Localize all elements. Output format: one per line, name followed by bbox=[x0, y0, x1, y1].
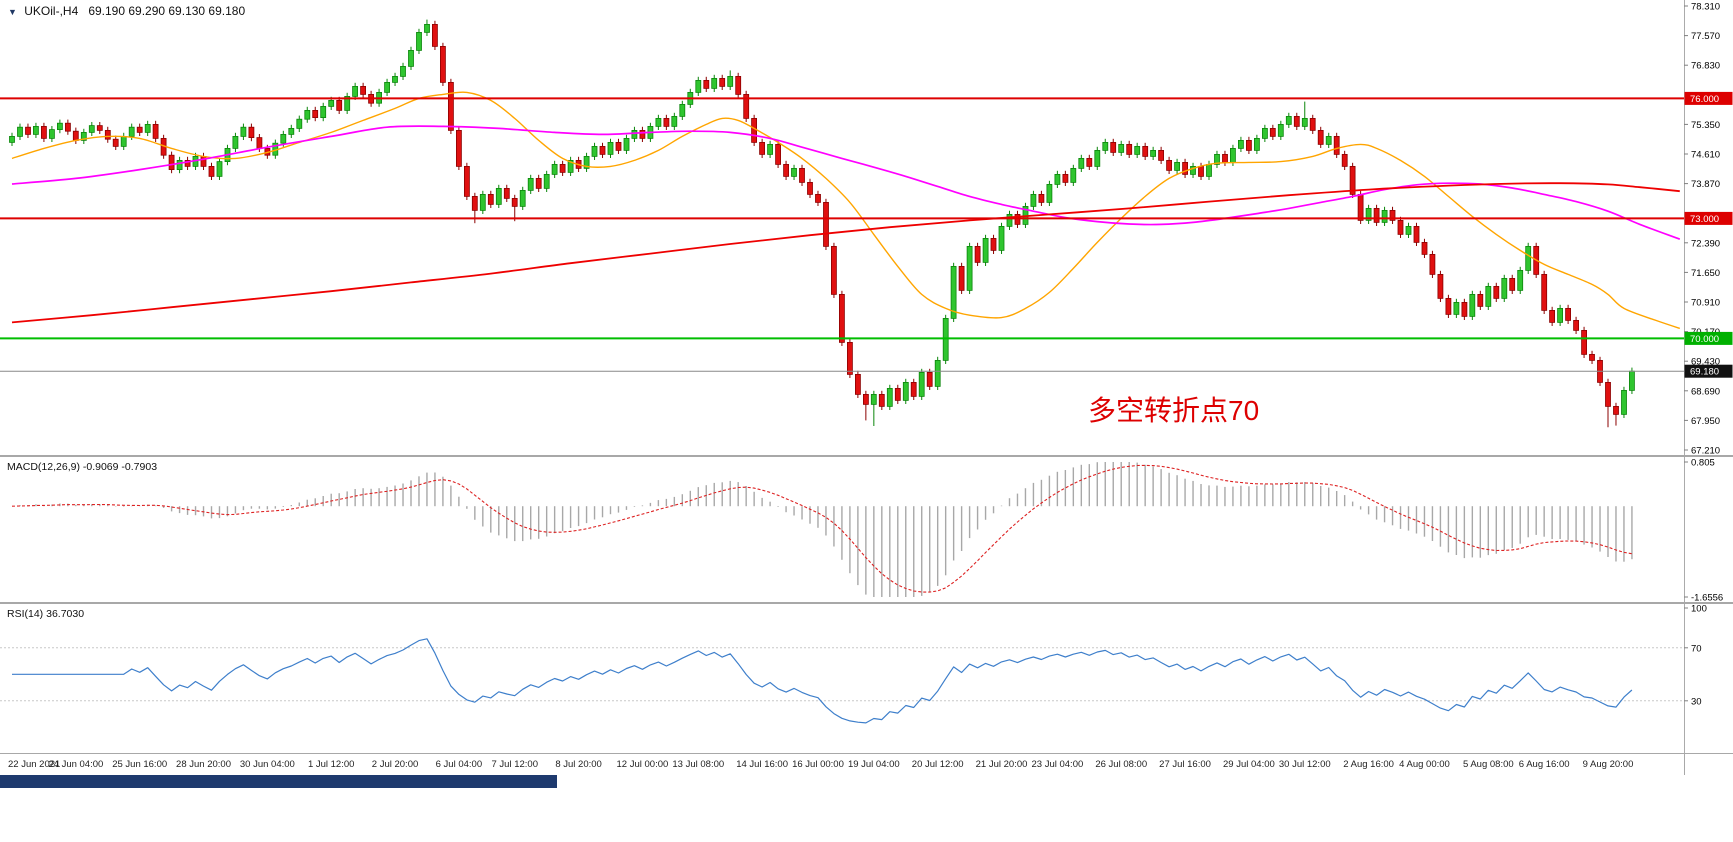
svg-text:67.950: 67.950 bbox=[1691, 416, 1720, 427]
time-label: 1 Jul 12:00 bbox=[307, 759, 355, 770]
time-label: 25 Jun 16:00 bbox=[112, 759, 168, 770]
macd-signal-value: -0.7903 bbox=[121, 461, 158, 473]
svg-text:71.650: 71.650 bbox=[1691, 268, 1720, 279]
svg-text:100: 100 bbox=[1691, 604, 1707, 615]
svg-text:67.210: 67.210 bbox=[1691, 446, 1720, 456]
price-badge-76.000 bbox=[1684, 91, 1733, 105]
svg-text:75.350: 75.350 bbox=[1691, 120, 1720, 131]
time-label: 28 Jun 20:00 bbox=[176, 759, 231, 770]
svg-text:70.000: 70.000 bbox=[1690, 334, 1719, 345]
rsi-panel[interactable]: RSI(14) 36.7030 100 70 30 bbox=[0, 602, 1733, 753]
candlesticks bbox=[9, 19, 1635, 428]
price-scale[interactable]: 78.310 77.570 76.830 75.350 74.610 73.870 72.3… bbox=[1684, 0, 1733, 455]
chart-symbol-timeframe: UKOil-,H4 bbox=[24, 4, 79, 18]
svg-text:77.570: 77.570 bbox=[1691, 31, 1720, 42]
time-label: 2 Aug 16:00 bbox=[1343, 759, 1394, 770]
time-label: 23 Jul 04:00 bbox=[1031, 759, 1084, 770]
svg-text:73.000: 73.000 bbox=[1690, 214, 1719, 225]
svg-text:69.430: 69.430 bbox=[1691, 357, 1720, 368]
time-label: 16 Jul 00:00 bbox=[792, 759, 844, 770]
ma-fast-line bbox=[11, 91, 1681, 330]
chart-title: ▼ UKOil-,H4 69.190 69.290 69.130 69.180 bbox=[8, 4, 245, 18]
time-label: 7 Jul 12:00 bbox=[491, 759, 538, 770]
horizontal-levels[interactable] bbox=[0, 97, 1684, 372]
macd-signal-line bbox=[11, 464, 1632, 593]
rsi-line bbox=[12, 638, 1633, 724]
time-label: 9 Aug 20:00 bbox=[1582, 759, 1634, 770]
price-annotation[interactable]: 多空转折点70 bbox=[1088, 395, 1260, 426]
svg-text:0.805: 0.805 bbox=[1691, 458, 1715, 469]
time-label: 6 Aug 16:00 bbox=[1518, 759, 1570, 770]
time-label: 14 Jul 16:00 bbox=[736, 759, 788, 770]
svg-text:73.870: 73.870 bbox=[1691, 179, 1720, 190]
macd-panel[interactable]: MACD(12,26,9) -0.9069 -0.7903 0.805 -1.65… bbox=[0, 455, 1733, 602]
macd-canvas[interactable]: 0.805 -1.6556 bbox=[0, 457, 1733, 602]
rsi-value: 36.7030 bbox=[46, 608, 85, 620]
time-label: 4 Aug 00:00 bbox=[1399, 759, 1450, 770]
svg-text:76.000: 76.000 bbox=[1690, 94, 1719, 105]
time-label: 5 Aug 08:00 bbox=[1462, 759, 1514, 770]
price-badge-69.180 bbox=[1684, 364, 1733, 378]
time-label: 21 Jul 20:00 bbox=[975, 759, 1028, 770]
chart-ohlc-quote: 69.190 69.290 69.130 69.180 bbox=[88, 4, 246, 18]
main-chart-panel[interactable]: ▼ UKOil-,H4 69.190 69.290 69.130 69.180 … bbox=[0, 0, 1733, 455]
rsi-indicator-label: RSI(14) 36.7030 bbox=[7, 608, 85, 620]
macd-scale[interactable]: 0.805 -1.6556 bbox=[1684, 457, 1723, 602]
time-label: 27 Jul 16:00 bbox=[1159, 759, 1211, 770]
svg-text:-1.6556: -1.6556 bbox=[1691, 593, 1723, 603]
time-label: 30 Jul 12:00 bbox=[1278, 759, 1331, 770]
svg-text:76.830: 76.830 bbox=[1691, 61, 1720, 72]
time-label: 22 Jun 2021 bbox=[8, 759, 61, 770]
macd-histogram bbox=[19, 462, 1633, 597]
svg-text:70: 70 bbox=[1691, 643, 1702, 654]
price-badge-73.000 bbox=[1684, 211, 1733, 225]
rsi-canvas[interactable]: 100 70 30 bbox=[0, 604, 1733, 753]
svg-text:69.180: 69.180 bbox=[1690, 367, 1719, 378]
bottom-bar bbox=[0, 775, 557, 788]
svg-text:68.690: 68.690 bbox=[1691, 386, 1720, 397]
rsi-scale[interactable]: 100 70 30 bbox=[1684, 604, 1707, 753]
ma-mid-line bbox=[11, 125, 1681, 240]
time-label: 13 Jul 08:00 bbox=[672, 759, 725, 770]
time-label: 20 Jul 12:00 bbox=[911, 759, 964, 770]
time-label: 19 Jul 04:00 bbox=[847, 759, 900, 770]
svg-text:72.390: 72.390 bbox=[1691, 238, 1720, 249]
time-label: 8 Jul 20:00 bbox=[555, 759, 602, 770]
price-chart-canvas[interactable]: 78.310 77.570 76.830 75.350 74.610 73.870 72.3… bbox=[0, 0, 1733, 455]
time-label: 26 Jul 08:00 bbox=[1095, 759, 1148, 770]
svg-text:78.310: 78.310 bbox=[1691, 2, 1720, 13]
price-scale-divider bbox=[1684, 753, 1685, 775]
macd-value: -0.9069 bbox=[82, 461, 119, 473]
time-axis[interactable]: 22 Jun 2021 24 Jun 04:00 25 Jun 16:00 28 Ju… bbox=[0, 753, 1733, 775]
time-label: 2 Jul 20:00 bbox=[371, 759, 419, 770]
rsi-levels bbox=[0, 647, 1684, 702]
ma-slow-line bbox=[11, 182, 1680, 324]
time-label: 12 Jul 00:00 bbox=[616, 759, 669, 770]
time-label: 24 Jun 04:00 bbox=[48, 759, 104, 770]
collapse-triangle-icon[interactable]: ▼ bbox=[8, 7, 17, 17]
svg-text:30: 30 bbox=[1691, 696, 1702, 707]
time-label: 30 Jun 04:00 bbox=[239, 759, 295, 770]
svg-text:74.610: 74.610 bbox=[1691, 150, 1720, 161]
time-label: 6 Jul 04:00 bbox=[435, 759, 483, 770]
time-label: 29 Jul 04:00 bbox=[1223, 759, 1275, 770]
svg-text:70.910: 70.910 bbox=[1691, 298, 1720, 309]
macd-indicator-label: MACD(12,26,9) -0.9069 -0.7903 bbox=[7, 461, 158, 473]
price-badge-70.000 bbox=[1684, 331, 1733, 345]
